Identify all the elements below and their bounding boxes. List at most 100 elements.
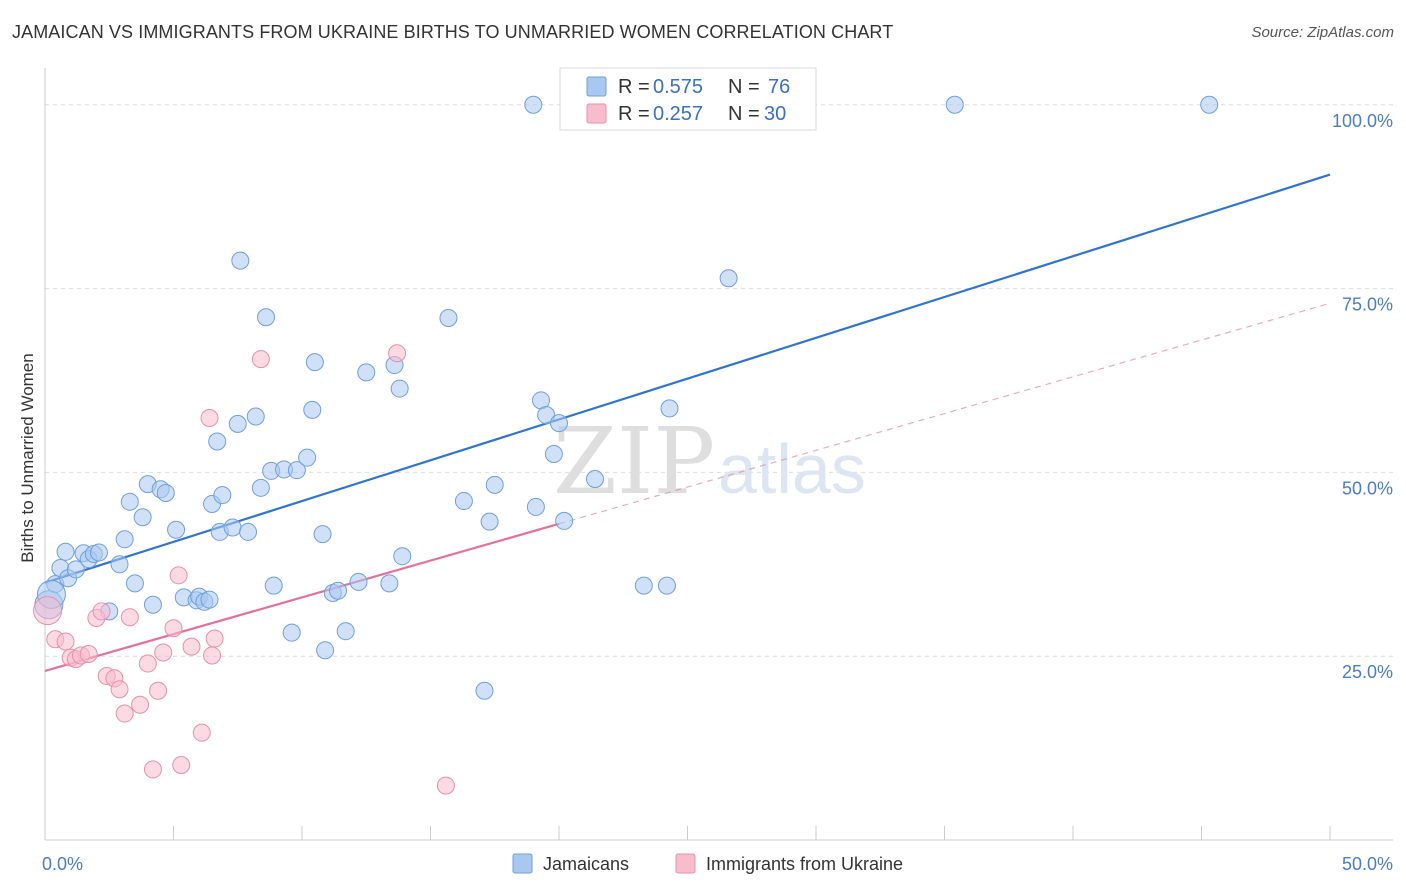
- data-point-jamaicans: [305, 353, 324, 372]
- data-point-jamaicans: [390, 379, 409, 398]
- data-point-jamaicans: [526, 497, 545, 516]
- data-point-jamaicans: [393, 547, 412, 566]
- data-point-jamaicans: [357, 363, 376, 382]
- data-point-jamaicans: [167, 520, 186, 539]
- data-point-jamaicans: [544, 445, 563, 463]
- data-point-ukraine: [436, 776, 455, 795]
- data-point-jamaicans: [439, 308, 458, 327]
- data-point-jamaicans: [480, 512, 499, 531]
- data-point-jamaicans: [120, 492, 139, 511]
- data-point-jamaicans: [1200, 95, 1219, 114]
- legend-r-value-1: 0.575: [653, 76, 703, 98]
- data-point-jamaicans: [246, 407, 265, 426]
- data-point-jamaicans: [380, 574, 399, 593]
- legend-r-value-2: 0.257: [653, 103, 703, 125]
- data-point-ukraine: [131, 695, 150, 714]
- x-tick-label-max: 50.0%: [1342, 854, 1393, 874]
- y-tick-label: 50.0%: [1342, 478, 1393, 498]
- data-point-ukraine: [169, 566, 188, 585]
- data-point-ukraine: [154, 643, 173, 662]
- data-point-jamaicans: [208, 432, 227, 451]
- data-point-jamaicans: [125, 574, 144, 593]
- data-point-ukraine: [33, 596, 63, 626]
- data-point-jamaicans: [251, 478, 270, 497]
- data-point-ukraine: [388, 344, 407, 363]
- bottom-legend-swatch-jamaicans: [512, 853, 533, 874]
- y-axis-title: Births to Unmarried Women: [18, 353, 37, 562]
- data-point-jamaicans: [349, 572, 368, 591]
- bottom-legend-label-jamaicans: Jamaicans: [543, 854, 629, 874]
- data-point-jamaicans: [156, 483, 175, 502]
- x-tick-label-min: 0.0%: [42, 854, 83, 874]
- data-point-jamaicans: [485, 475, 504, 494]
- legend-swatch-jamaicans: [586, 76, 607, 97]
- data-point-jamaicans: [66, 560, 85, 579]
- data-point-jamaicans: [110, 555, 129, 574]
- data-point-ukraine: [251, 350, 270, 369]
- data-point-jamaicans: [537, 406, 556, 425]
- data-point-jamaicans: [550, 414, 568, 433]
- legend-swatch-ukraine: [586, 103, 607, 124]
- data-point-ukraine: [110, 680, 129, 699]
- data-point-ukraine: [138, 654, 157, 673]
- data-point-jamaicans: [213, 486, 232, 505]
- data-point-jamaicans: [239, 522, 258, 541]
- watermark-atlas: atlas: [718, 430, 866, 508]
- data-point-jamaicans: [89, 543, 108, 562]
- data-point-jamaicans: [945, 95, 964, 114]
- legend-n-value-1: 76: [768, 76, 790, 98]
- data-point-jamaicans: [56, 542, 75, 561]
- data-point-jamaicans: [336, 622, 355, 641]
- data-point-ukraine: [143, 760, 162, 779]
- bottom-legend-swatch-ukraine: [675, 853, 696, 874]
- gridlines: [45, 104, 1393, 657]
- data-point-jamaicans: [223, 518, 242, 537]
- bottom-legend: Jamaicans Immigrants from Ukraine: [512, 853, 903, 874]
- data-point-jamaicans: [143, 595, 162, 614]
- chart-title: JAMAICAN VS IMMIGRANTS FROM UKRAINE BIRT…: [12, 22, 894, 42]
- data-point-ukraine: [120, 608, 139, 627]
- trend-line-0: [44, 173, 1331, 584]
- data-point-jamaicans: [660, 399, 679, 418]
- legend: R = 0.575 N = 76 R = 0.257 N = 30: [559, 67, 817, 131]
- y-tick-label: 75.0%: [1342, 295, 1393, 315]
- data-point-jamaicans: [264, 576, 283, 595]
- data-point-ukraine: [164, 619, 183, 638]
- data-point-jamaicans: [454, 492, 473, 511]
- data-point-ukraine: [200, 408, 219, 427]
- axes: [44, 68, 1393, 841]
- y-tick-label: 100.0%: [1332, 111, 1393, 131]
- y-tick-labels: 25.0% 50.0% 75.0% 100.0%: [1332, 111, 1393, 682]
- data-point-ukraine: [203, 646, 222, 665]
- legend-r-label-2: R =: [618, 103, 650, 125]
- y-tick-label: 25.0%: [1342, 662, 1393, 682]
- chart-source: Source: ZipAtlas.com: [1251, 24, 1394, 41]
- legend-n-label-2: N =: [728, 103, 760, 125]
- data-point-jamaicans: [328, 581, 347, 600]
- data-point-jamaicans: [313, 525, 332, 544]
- bottom-legend-label-ukraine: Immigrants from Ukraine: [706, 854, 903, 874]
- legend-n-label-1: N =: [728, 76, 760, 98]
- data-point-ukraine: [115, 704, 134, 723]
- data-point-jamaicans: [287, 461, 306, 480]
- data-point-ukraine: [149, 681, 168, 700]
- data-point-ukraine: [56, 632, 75, 651]
- data-point-ukraine: [172, 756, 191, 775]
- legend-n-value-2: 30: [764, 103, 786, 125]
- data-point-ukraine: [79, 644, 98, 663]
- data-point-jamaicans: [475, 681, 494, 700]
- data-point-ukraine: [92, 602, 111, 621]
- trend-line-1: [44, 522, 560, 672]
- data-point-jamaicans: [228, 414, 247, 433]
- watermark-zip: ZIP: [553, 408, 715, 515]
- data-point-ukraine: [182, 637, 201, 656]
- trend-line-extension-1: [558, 302, 1331, 525]
- data-point-jamaicans: [282, 623, 301, 642]
- data-point-jamaicans: [303, 400, 322, 419]
- data-point-ukraine: [205, 629, 224, 648]
- data-points: [33, 95, 1219, 795]
- data-point-jamaicans: [524, 95, 543, 114]
- data-point-jamaicans: [585, 469, 604, 488]
- data-point-jamaicans: [115, 530, 134, 549]
